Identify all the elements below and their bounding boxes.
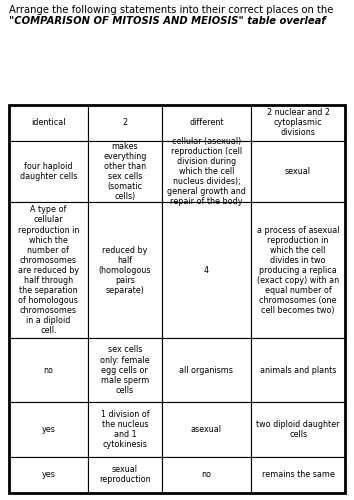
Bar (162, 457, 251, 492)
Text: reduced by
half
(homologous
pairs
separate): reduced by half (homologous pairs separa… (99, 246, 151, 295)
Text: yes: yes (41, 425, 55, 434)
Bar (162, 338, 251, 402)
Bar (88, 105, 162, 140)
Bar (88, 457, 162, 492)
Text: sexual: sexual (285, 167, 311, 176)
Text: Arrange the following statements into their correct places on the: Arrange the following statements into th… (9, 5, 333, 15)
Bar (162, 402, 251, 457)
Text: sexual
reproduction: sexual reproduction (99, 465, 151, 484)
Bar (251, 338, 345, 402)
Text: makes
everything
other than
sex cells
(somatic
cells): makes everything other than sex cells (s… (103, 142, 147, 201)
Bar (251, 140, 345, 202)
Bar (9, 402, 88, 457)
Bar (251, 202, 345, 338)
Text: identical: identical (31, 118, 65, 128)
Text: remains the same: remains the same (262, 470, 335, 479)
Text: animals and plants: animals and plants (260, 366, 336, 374)
Bar (251, 402, 345, 457)
Text: cellular (asexual)
reproduction (cell
division during
which the cell
nucleus div: cellular (asexual) reproduction (cell di… (167, 137, 246, 206)
Bar (251, 457, 345, 492)
Bar (88, 202, 162, 338)
Bar (9, 105, 88, 140)
Bar (251, 105, 345, 140)
Text: 2 nuclear and 2
cytoplasmic
divisions: 2 nuclear and 2 cytoplasmic divisions (267, 108, 330, 138)
Text: asexual: asexual (191, 425, 222, 434)
Text: no: no (44, 366, 53, 374)
Bar (162, 202, 251, 338)
Bar (162, 140, 251, 202)
Bar (9, 140, 88, 202)
Bar (88, 140, 162, 202)
Text: 4: 4 (204, 266, 209, 274)
Bar (88, 338, 162, 402)
Bar (9, 457, 88, 492)
Text: 2: 2 (122, 118, 127, 128)
Text: sex cells
only: female
egg cells or
male sperm
cells: sex cells only: female egg cells or male… (100, 346, 150, 395)
Text: different: different (189, 118, 224, 128)
Text: a process of asexual
reproduction in
which the cell
divides in two
producing a r: a process of asexual reproduction in whi… (257, 226, 339, 315)
Bar (9, 338, 88, 402)
Bar (88, 402, 162, 457)
Text: all organisms: all organisms (179, 366, 233, 374)
Text: 1 division of
the nucleus
and 1
cytokinesis: 1 division of the nucleus and 1 cytokine… (101, 410, 149, 449)
Bar (9, 202, 88, 338)
Text: "COMPARISON OF MITOSIS AND MEIOSIS" table overleaf: "COMPARISON OF MITOSIS AND MEIOSIS" tabl… (9, 16, 326, 26)
Bar (9, 105, 345, 492)
Bar (162, 105, 251, 140)
Text: four haploid
daughter cells: four haploid daughter cells (20, 162, 77, 181)
Text: two diploid daughter
cells: two diploid daughter cells (256, 420, 340, 439)
Text: A type of
cellular
reproduction in
which the
number of
chromosomes
are reduced b: A type of cellular reproduction in which… (18, 206, 79, 335)
Text: no: no (201, 470, 211, 479)
Text: yes: yes (41, 470, 55, 479)
